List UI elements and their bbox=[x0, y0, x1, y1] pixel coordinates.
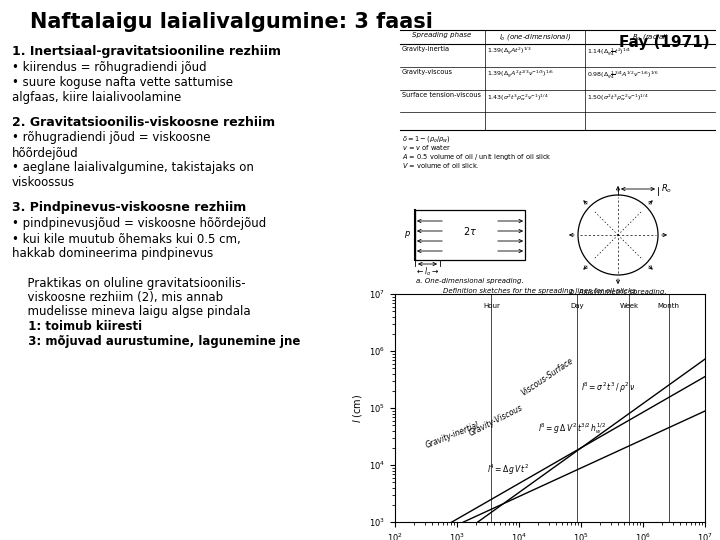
Text: Gravity-inertial: Gravity-inertial bbox=[425, 421, 481, 450]
Text: $1.43(\sigma^2 t^3 \rho_w^{-2} \nu^{-1})^{1/4}$: $1.43(\sigma^2 t^3 \rho_w^{-2} \nu^{-1})… bbox=[487, 92, 549, 103]
Text: $R_o$: $R_o$ bbox=[661, 183, 672, 195]
Text: viskoosne rezhiim (2), mis annab: viskoosne rezhiim (2), mis annab bbox=[20, 291, 223, 304]
Text: a. One-dimensional spreading.: a. One-dimensional spreading. bbox=[416, 278, 524, 284]
Text: 3: mõjuvad aurustumine, lagunemine jne: 3: mõjuvad aurustumine, lagunemine jne bbox=[20, 334, 300, 348]
Text: Viscous-Surface: Viscous-Surface bbox=[519, 356, 575, 398]
Text: • kui kile muutub õhemaks kui 0.5 cm,
hakkab domineerima pindpinevus: • kui kile muutub õhemaks kui 0.5 cm, ha… bbox=[12, 233, 240, 260]
Text: • suure koguse nafta vette sattumise
algfaas, kiire laialivoolamine: • suure koguse nafta vette sattumise alg… bbox=[12, 76, 233, 104]
Text: $\delta = 1 - (\rho_o/\rho_w)$: $\delta = 1 - (\rho_o/\rho_w)$ bbox=[402, 134, 451, 144]
Text: $V$ = volume of oil slick.: $V$ = volume of oil slick. bbox=[402, 161, 480, 170]
Text: $R_o$ (radial): $R_o$ (radial) bbox=[631, 32, 668, 42]
Text: $1.14(\Delta_g \frac{1}{4} t^2)^{1/4}$: $1.14(\Delta_g \frac{1}{4} t^2)^{1/4}$ bbox=[587, 46, 631, 58]
Y-axis label: $l$ (cm): $l$ (cm) bbox=[351, 393, 364, 423]
Text: 3. Pindpinevus-viskoosne rezhiim: 3. Pindpinevus-viskoosne rezhiim bbox=[12, 201, 246, 214]
Text: Fay (1971): Fay (1971) bbox=[619, 35, 710, 50]
Text: $l^8 = g\,\Delta\,V^2\,t^{3/2}\,h_w^{1/2}$: $l^8 = g\,\Delta\,V^2\,t^{3/2}\,h_w^{1/2… bbox=[538, 421, 606, 436]
Text: • pindpinevusjõud = viskoosne hõõrdejõud: • pindpinevusjõud = viskoosne hõõrdejõud bbox=[12, 217, 266, 230]
Text: Surface tension-viscous: Surface tension-viscous bbox=[402, 92, 481, 98]
Text: $\leftarrow l_o \rightarrow$: $\leftarrow l_o \rightarrow$ bbox=[415, 265, 439, 278]
Text: $p$: $p$ bbox=[403, 230, 410, 240]
Text: $l^4 = \Delta g\, V\, t^2$: $l^4 = \Delta g\, V\, t^2$ bbox=[487, 463, 528, 477]
Text: 1: toimub kiiresti: 1: toimub kiiresti bbox=[20, 320, 142, 333]
Text: $l^8 = \sigma^2\,t^3\,/\,\rho^2\,\nu$: $l^8 = \sigma^2\,t^3\,/\,\rho^2\,\nu$ bbox=[581, 381, 636, 395]
Text: Week: Week bbox=[620, 303, 639, 309]
Text: $v$ = $v$ of water: $v$ = $v$ of water bbox=[402, 143, 451, 152]
Text: Day: Day bbox=[570, 303, 584, 309]
Text: $l_o$ (one-dimensional): $l_o$ (one-dimensional) bbox=[499, 32, 571, 42]
Text: b. Axisymmetric spreading.: b. Axisymmetric spreading. bbox=[570, 289, 666, 295]
Text: $2\tau$: $2\tau$ bbox=[463, 225, 477, 237]
Text: Praktikas on oluline gravitatsioonilis-: Praktikas on oluline gravitatsioonilis- bbox=[20, 276, 246, 289]
Text: Gravity-Viscous: Gravity-Viscous bbox=[468, 403, 525, 438]
Text: $1.39(\Delta_g A^2 t^{2/3} \nu^{-1/3})^{1/6}$: $1.39(\Delta_g A^2 t^{2/3} \nu^{-1/3})^{… bbox=[487, 69, 554, 80]
Text: mudelisse mineva laigu algse pindala: mudelisse mineva laigu algse pindala bbox=[20, 306, 251, 319]
Text: • rõhugradiendi jõud = viskoosne
hõõrdejõud: • rõhugradiendi jõud = viskoosne hõõrdej… bbox=[12, 132, 210, 159]
Bar bbox=[415, 210, 525, 260]
Text: Definition sketches for the spreading lines for oil slicks.: Definition sketches for the spreading li… bbox=[443, 288, 637, 294]
Text: • kiirendus = rõhugradiendi jõud: • kiirendus = rõhugradiendi jõud bbox=[12, 60, 207, 73]
Text: Gravity-viscous: Gravity-viscous bbox=[402, 69, 453, 75]
Text: Month: Month bbox=[657, 303, 680, 309]
Text: $1.50(\sigma^2 t^3 \rho_w^{-2} \nu^{-1})^{1/4}$: $1.50(\sigma^2 t^3 \rho_w^{-2} \nu^{-1})… bbox=[587, 92, 649, 103]
Text: $1.39(\Delta_g A t^2)^{1/3}$: $1.39(\Delta_g A t^2)^{1/3}$ bbox=[487, 46, 532, 57]
Text: $0.98(\Delta_g \frac{1}{4}^{3/4} A^{1/2} \nu^{-1/6})^{1/6}$: $0.98(\Delta_g \frac{1}{4}^{3/4} A^{1/2}… bbox=[587, 69, 659, 81]
Text: 1. Inertsiaal-gravitatsiooniline rezhiim: 1. Inertsiaal-gravitatsiooniline rezhiim bbox=[12, 45, 281, 58]
Text: Gravity-inertia: Gravity-inertia bbox=[402, 46, 450, 52]
Text: 2. Gravitatsioonilis-viskoosne rezhiim: 2. Gravitatsioonilis-viskoosne rezhiim bbox=[12, 116, 275, 129]
Text: Spreading phase: Spreading phase bbox=[413, 32, 472, 38]
Text: Hour: Hour bbox=[483, 303, 500, 309]
Text: Naftalaigu laialivalgumine: 3 faasi: Naftalaigu laialivalgumine: 3 faasi bbox=[30, 12, 433, 32]
Text: • aeglane laialivalgumine, takistajaks on
viskoossus: • aeglane laialivalgumine, takistajaks o… bbox=[12, 161, 254, 190]
Text: $A$ = 0.5 volume of oil / unit length of oil slick: $A$ = 0.5 volume of oil / unit length of… bbox=[402, 152, 552, 162]
